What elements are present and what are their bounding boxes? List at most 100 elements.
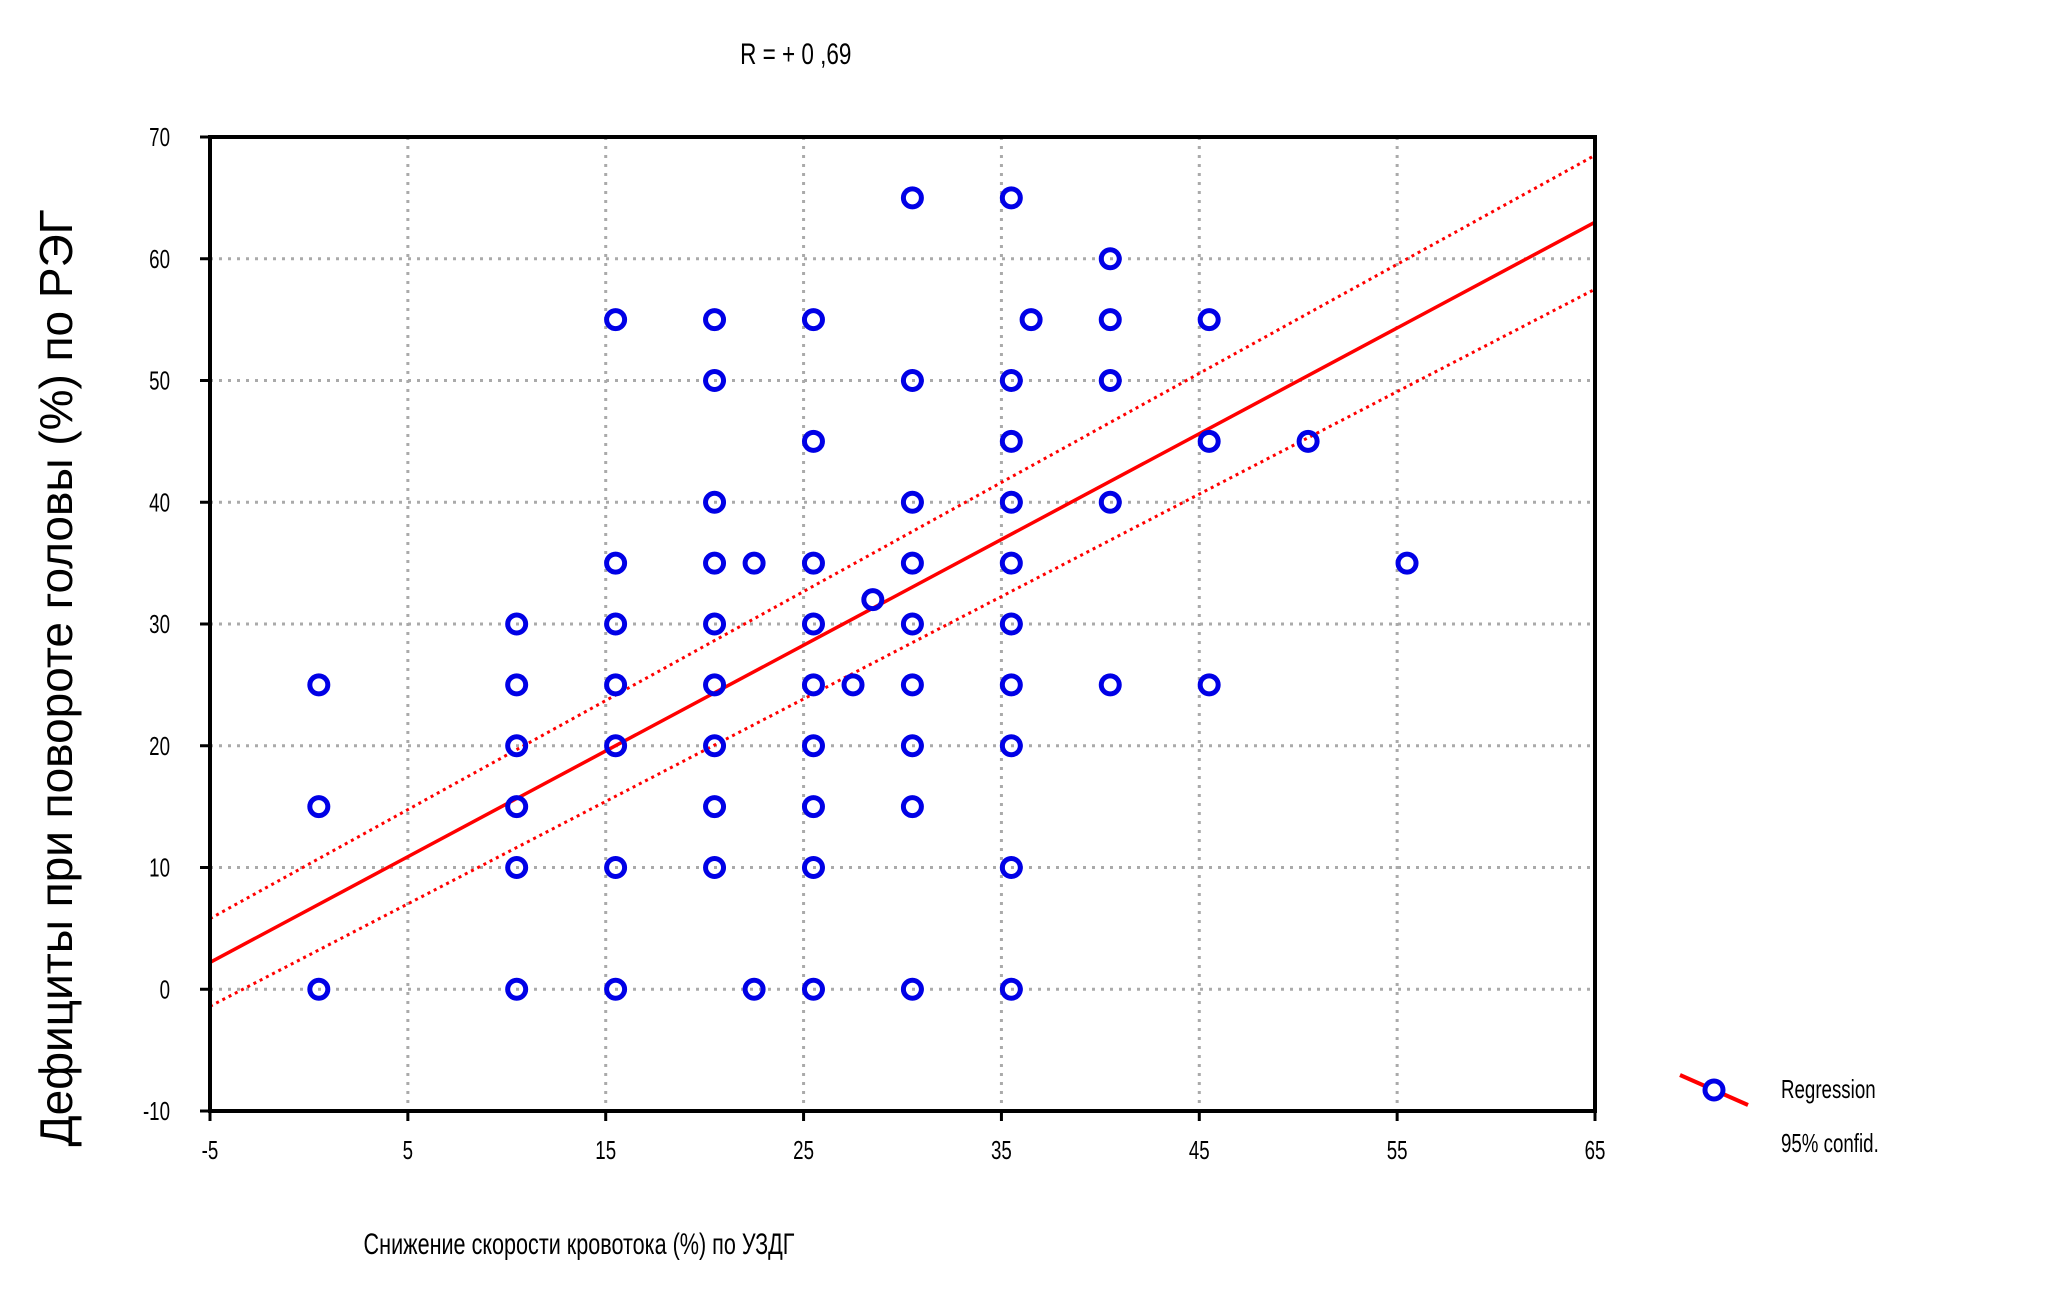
- data-point: [1098, 490, 1122, 514]
- data-point: [999, 673, 1023, 697]
- data-point: [801, 856, 825, 879]
- data-point: [1197, 308, 1221, 332]
- data-point: [604, 612, 628, 636]
- data-point: [742, 551, 766, 575]
- regression-line: [209, 220, 1596, 965]
- y-tick-label: 30: [149, 609, 170, 639]
- y-tick-label: 40: [149, 487, 170, 517]
- data-point: [604, 734, 628, 758]
- x-tick-label: 35: [991, 1135, 1012, 1165]
- x-tick-label: 5: [403, 1135, 413, 1165]
- y-tick-label: 50: [149, 365, 170, 395]
- data-point: [900, 795, 924, 819]
- confidence-upper-line: [209, 153, 1596, 920]
- legend-regression-label: Regression: [1781, 1074, 1876, 1104]
- data-point: [505, 734, 529, 758]
- data-point: [703, 551, 727, 575]
- y-tick-label: 60: [149, 244, 170, 274]
- data-point: [604, 551, 628, 575]
- y-tick-label: -10: [143, 1096, 170, 1126]
- data-point: [900, 977, 924, 1001]
- x-tick-label: 65: [1585, 1135, 1606, 1165]
- grid-lines: [210, 137, 1595, 1111]
- data-point: [999, 612, 1023, 636]
- data-point: [703, 673, 727, 697]
- data-point: [900, 612, 924, 636]
- data-point: [801, 308, 825, 332]
- data-point: [703, 308, 727, 332]
- data-point: [1098, 673, 1122, 697]
- data-point: [900, 673, 924, 697]
- data-point: [801, 734, 825, 758]
- data-point: [307, 673, 331, 697]
- data-point: [999, 369, 1023, 392]
- regression-line-group: [209, 220, 1596, 965]
- data-point: [604, 977, 628, 1001]
- data-point: [703, 734, 727, 758]
- data-point: [1019, 308, 1043, 332]
- x-tick-label: 25: [793, 1135, 814, 1165]
- data-point: [703, 490, 727, 514]
- x-tick-labels: -5 5 15 25 35 45 55 65: [202, 1111, 1606, 1165]
- data-point: [1197, 429, 1221, 453]
- data-point: [703, 612, 727, 636]
- data-point: [999, 856, 1023, 879]
- data-point: [841, 673, 865, 697]
- y-tick-label: 20: [149, 731, 170, 761]
- legend: Regression 95% confid.: [1679, 1073, 1879, 1158]
- data-point: [1098, 247, 1122, 271]
- data-points: [307, 186, 1419, 1001]
- data-point: [505, 795, 529, 819]
- chart-title: R = + 0 ,69: [740, 37, 851, 71]
- data-point: [505, 612, 529, 636]
- data-point: [801, 673, 825, 697]
- data-point: [1197, 673, 1221, 697]
- confidence-bands: [209, 153, 1596, 1008]
- data-point: [505, 977, 529, 1001]
- data-point: [505, 856, 529, 879]
- data-point: [703, 856, 727, 879]
- data-point: [604, 308, 628, 332]
- data-point: [307, 977, 331, 1001]
- data-point: [1395, 551, 1419, 575]
- legend-point-marker: [1702, 1078, 1726, 1102]
- x-axis-label: Снижение скорости кровотока (%) по УЗДГ: [364, 1226, 795, 1260]
- y-tick-label: 0: [160, 974, 170, 1004]
- y-tick-label: 70: [149, 122, 170, 152]
- data-point: [861, 588, 885, 612]
- data-point: [999, 977, 1023, 1001]
- data-point: [703, 795, 727, 819]
- data-point: [801, 795, 825, 819]
- data-point: [1098, 308, 1122, 332]
- data-point: [999, 186, 1023, 210]
- confidence-lower-line: [209, 287, 1596, 1008]
- data-point: [604, 856, 628, 879]
- y-tick-labels: -10 0 10 20 30 40 50 60 70: [143, 122, 210, 1126]
- data-point: [703, 369, 727, 392]
- data-point: [900, 186, 924, 210]
- data-point: [1296, 429, 1320, 453]
- data-point: [307, 795, 331, 819]
- x-tick-label: 55: [1387, 1135, 1408, 1165]
- data-point: [801, 612, 825, 636]
- data-point: [801, 551, 825, 575]
- x-tick-label: -5: [202, 1135, 219, 1165]
- data-point: [999, 429, 1023, 453]
- y-axis-label: Дефициты при повороте головы (%) по РЭГ: [30, 209, 82, 1146]
- data-point: [742, 977, 766, 1001]
- x-tick-label: 45: [1189, 1135, 1210, 1165]
- data-point: [900, 551, 924, 575]
- data-point: [999, 551, 1023, 575]
- data-point: [505, 673, 529, 697]
- y-tick-label: 10: [149, 852, 170, 882]
- data-point: [801, 977, 825, 1001]
- legend-confidence-label: 95% confid.: [1781, 1128, 1879, 1158]
- data-point: [999, 490, 1023, 514]
- data-point: [900, 734, 924, 758]
- data-point: [604, 673, 628, 697]
- data-point: [1098, 369, 1122, 392]
- data-point: [900, 490, 924, 514]
- data-point: [801, 429, 825, 453]
- data-point: [999, 734, 1023, 758]
